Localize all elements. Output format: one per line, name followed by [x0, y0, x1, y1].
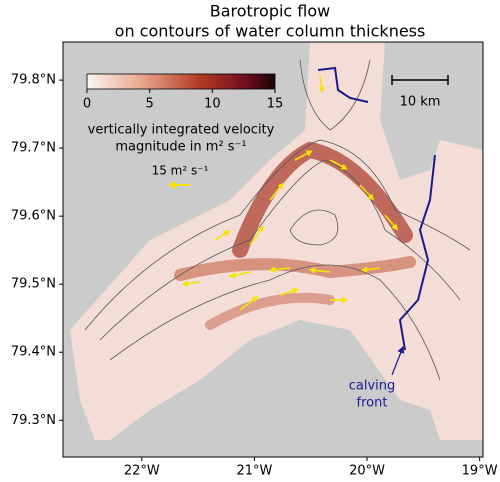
y-tick-label: 79.5°N — [11, 277, 56, 292]
axes-frame — [62, 41, 484, 458]
map-content — [70, 42, 483, 440]
fast-flow — [232, 141, 413, 258]
colorbar-tick-label: 15 — [267, 97, 284, 112]
colorbar-label: vertically integrated velocity — [88, 123, 275, 138]
calving-front — [317, 66, 369, 103]
annotation: front — [357, 396, 388, 411]
contours — [84, 59, 471, 381]
colorbar-label: magnitude in m² s⁻¹ — [115, 140, 246, 155]
x-tick-label: 20°W — [349, 464, 385, 479]
colorbar-tick-label: 0 — [83, 97, 91, 112]
y-tick-label: 79.6°N — [11, 209, 56, 224]
quiver-key-label: 15 m² s⁻¹ — [152, 164, 209, 178]
calving-front — [398, 154, 436, 351]
fjord — [70, 42, 483, 440]
x-tick-label: 19°W — [462, 464, 498, 479]
title-line: on contours of water column thickness — [115, 22, 426, 41]
annotation-arrow — [391, 345, 405, 376]
colorbar-tick-label: 5 — [146, 97, 154, 112]
vectors — [181, 74, 399, 311]
x-tick-label: 22°W — [124, 464, 160, 479]
scale-bar — [391, 75, 449, 85]
y-tick-label: 79.7°N — [11, 141, 56, 156]
scale-bar-label: 10 km — [400, 95, 441, 110]
x-tick-label: 21°W — [236, 464, 272, 479]
annotation: calving — [349, 379, 396, 394]
fast-flow — [205, 292, 335, 330]
colorbar-tick-label: 10 — [204, 97, 221, 112]
y-tick-label: 79.3°N — [11, 413, 56, 428]
title-line: Barotropic flow — [210, 2, 331, 21]
fast-flow — [174, 256, 416, 281]
y-tick-label: 79.4°N — [11, 345, 56, 360]
y-tick-label: 79.8°N — [11, 73, 56, 88]
colorbar — [86, 73, 276, 90]
